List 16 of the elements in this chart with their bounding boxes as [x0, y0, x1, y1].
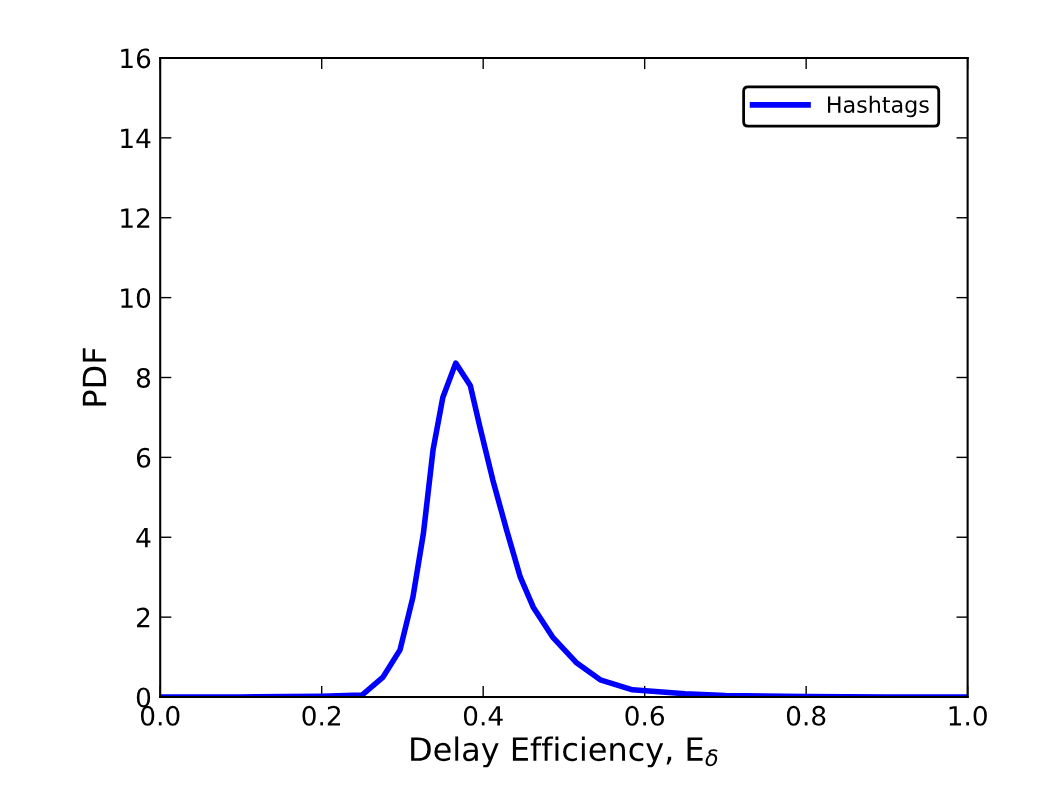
- y-tick-label: 12: [121, 208, 150, 228]
- y-tick-label: 16: [121, 48, 151, 69]
- x-tick-label: 1.0: [949, 705, 987, 726]
- y-axis-title: PDF: [82, 348, 107, 406]
- y-tick-label: 14: [121, 128, 151, 148]
- legend-label: Hashtags: [828, 95, 929, 118]
- y-tick-label: 10: [121, 288, 151, 309]
- x-tick-label: 0.8: [786, 705, 826, 726]
- x-axis-title: Delay Efficiency, E$_{δ}$: [411, 736, 718, 768]
- y-tick-label: 2: [137, 607, 150, 628]
- x-tick-label: 0.6: [625, 705, 664, 726]
- y-tick-label: 4: [136, 528, 151, 548]
- y-tick-label: 8: [136, 367, 151, 388]
- x-tick-label: 0.4: [463, 705, 503, 726]
- y-tick-label: 6: [136, 447, 151, 468]
- x-tick-label: 0.2: [302, 705, 341, 726]
